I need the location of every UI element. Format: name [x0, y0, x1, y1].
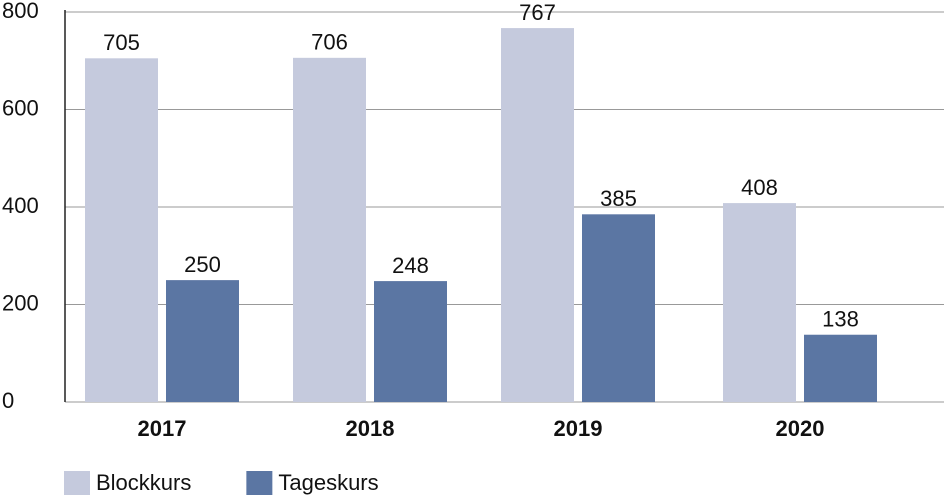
y-tick-label: 200 — [2, 290, 39, 315]
value-label: 706 — [311, 30, 348, 55]
bar — [374, 281, 447, 402]
value-label: 250 — [184, 252, 221, 277]
value-label: 248 — [392, 253, 429, 278]
bar — [85, 58, 158, 402]
value-label: 385 — [600, 186, 637, 211]
legend-label: Blockkurs — [96, 470, 191, 495]
legend-swatch — [64, 471, 90, 495]
x-tick-label: 2020 — [776, 416, 825, 441]
bar — [293, 57, 366, 402]
bar — [501, 28, 574, 403]
x-tick-label: 2017 — [138, 416, 187, 441]
bar — [166, 280, 239, 402]
x-tick-label: 2019 — [554, 416, 603, 441]
y-tick-label: 400 — [2, 193, 39, 218]
bar — [804, 334, 877, 402]
y-tick-label: 800 — [2, 0, 39, 23]
value-label: 138 — [822, 307, 859, 332]
value-label: 705 — [103, 30, 140, 55]
legend-swatch — [246, 471, 273, 495]
value-label: 767 — [519, 0, 556, 25]
bar — [723, 203, 796, 402]
value-label: 408 — [741, 175, 778, 200]
legend-label: Tageskurs — [278, 470, 378, 495]
x-tick-label: 2018 — [346, 416, 395, 441]
bar — [582, 214, 655, 402]
y-tick-label: 0 — [2, 388, 14, 413]
y-tick-label: 600 — [2, 95, 39, 120]
